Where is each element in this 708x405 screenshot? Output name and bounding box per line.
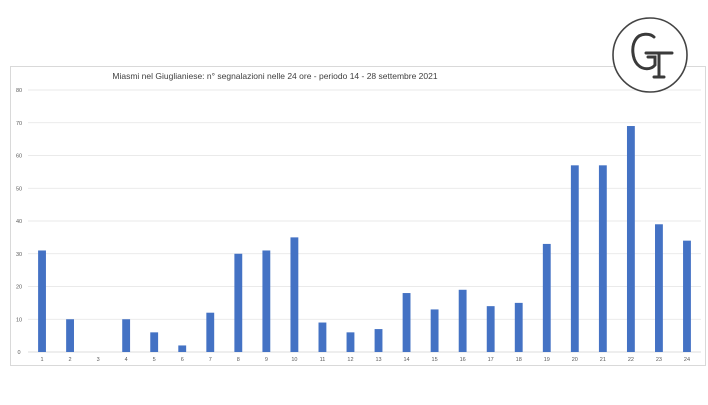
bar — [683, 240, 691, 352]
bar — [598, 165, 607, 352]
y-tick-label: 50 — [16, 186, 22, 192]
bar — [346, 332, 355, 352]
bar — [402, 293, 411, 352]
gridlines — [28, 89, 701, 353]
bar — [38, 250, 46, 352]
x-tick-label: 13 — [375, 357, 381, 363]
chart-title: Miasmi nel Giuglianiese: n° segnalazioni… — [112, 71, 437, 81]
bar — [486, 306, 495, 352]
x-axis-ticks: 1 2 3 4 5 6 7 8 9 10 11 12 13 14 15 16 17 18 19 20 21 22 23 24 — [40, 357, 690, 363]
bar — [318, 322, 327, 352]
x-tick-label: 20 — [572, 357, 578, 363]
x-tick-label: 4 — [125, 357, 128, 363]
x-tick-label: 8 — [237, 357, 240, 363]
x-tick-label: 24 — [684, 357, 690, 363]
y-axis-ticks: 0 10 20 30 40 50 60 70 80 — [16, 88, 22, 356]
x-tick-label: 3 — [97, 357, 100, 363]
x-tick-label: 22 — [628, 357, 634, 363]
y-tick-label: 40 — [16, 219, 22, 225]
x-tick-label: 23 — [656, 357, 662, 363]
x-tick-label: 18 — [516, 357, 522, 363]
bar — [206, 312, 215, 352]
bar — [150, 332, 159, 352]
x-tick-label: 2 — [69, 357, 72, 363]
bar — [122, 319, 131, 352]
y-tick-label: 30 — [16, 252, 22, 258]
bar — [262, 250, 271, 352]
bar — [234, 253, 243, 352]
x-tick-label: 1 — [40, 357, 43, 363]
y-tick-label: 80 — [16, 88, 22, 94]
y-tick-label: 20 — [16, 285, 22, 291]
x-tick-label: 16 — [460, 357, 466, 363]
x-tick-label: 21 — [600, 357, 606, 363]
bar — [570, 165, 579, 352]
bar — [290, 237, 299, 352]
bar-chart: Miasmi nel Giuglianiese: n° segnalazioni… — [16, 71, 701, 363]
bar — [514, 302, 523, 352]
y-tick-label: 10 — [16, 317, 22, 323]
gt-logo — [612, 17, 688, 93]
x-tick-label: 19 — [544, 357, 550, 363]
x-tick-label: 5 — [153, 357, 156, 363]
x-tick-label: 10 — [291, 357, 297, 363]
y-tick-label: 0 — [17, 350, 20, 356]
bar — [626, 126, 635, 353]
x-tick-label: 9 — [265, 357, 268, 363]
x-tick-label: 15 — [432, 357, 438, 363]
bar — [458, 289, 467, 352]
bar — [430, 309, 439, 352]
chart-frame: Miasmi nel Giuglianiese: n° segnalazioni… — [10, 66, 706, 366]
bar — [542, 243, 551, 352]
x-tick-label: 6 — [181, 357, 184, 363]
bars — [38, 126, 691, 353]
bar — [655, 224, 663, 352]
x-tick-label: 7 — [209, 357, 212, 363]
bar — [178, 345, 187, 352]
x-tick-label: 11 — [320, 357, 326, 363]
x-tick-label: 17 — [488, 357, 494, 363]
x-tick-label: 14 — [404, 357, 410, 363]
y-tick-label: 70 — [16, 121, 22, 127]
y-tick-label: 60 — [16, 154, 22, 160]
x-tick-label: 12 — [347, 357, 353, 363]
bar — [374, 329, 383, 352]
bar — [66, 319, 74, 352]
